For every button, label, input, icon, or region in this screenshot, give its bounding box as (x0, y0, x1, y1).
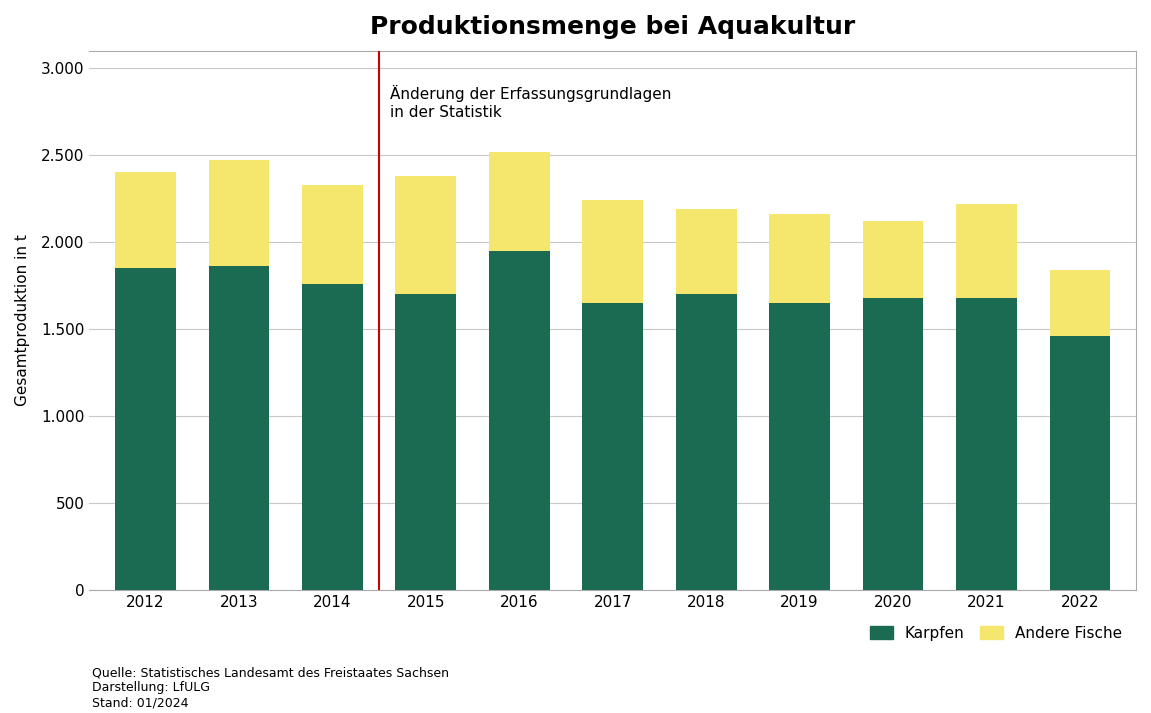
Bar (115, 268, 176, 590)
Bar (1050, 270, 1111, 336)
Bar (769, 303, 830, 590)
Bar (582, 303, 643, 590)
Bar (208, 267, 269, 590)
Bar (863, 221, 923, 297)
Bar (396, 176, 456, 294)
Legend: Karpfen, Andere Fische: Karpfen, Andere Fische (863, 620, 1128, 647)
Bar (863, 297, 923, 590)
Bar (769, 214, 830, 303)
Y-axis label: Gesamtproduktion in t: Gesamtproduktion in t (15, 235, 30, 406)
Bar (115, 173, 176, 268)
Text: Quelle: Statistisches Landesamt des Freistaates Sachsen
Darstellung: LfULG
Stand: Quelle: Statistisches Landesamt des Frei… (92, 667, 449, 709)
Bar (582, 200, 643, 303)
Bar (396, 294, 456, 590)
Bar (1050, 336, 1111, 590)
Text: Änderung der Erfassungsgrundlagen
in der Statistik: Änderung der Erfassungsgrundlagen in der… (390, 86, 672, 120)
Bar (489, 152, 550, 251)
Bar (208, 160, 269, 267)
Bar (676, 209, 737, 294)
Title: Produktionsmenge bei Aquakultur: Produktionsmenge bei Aquakultur (371, 15, 855, 39)
Bar (956, 297, 1016, 590)
Bar (956, 204, 1016, 297)
Bar (302, 284, 363, 590)
Bar (489, 251, 550, 590)
Bar (302, 185, 363, 284)
Bar (676, 294, 737, 590)
